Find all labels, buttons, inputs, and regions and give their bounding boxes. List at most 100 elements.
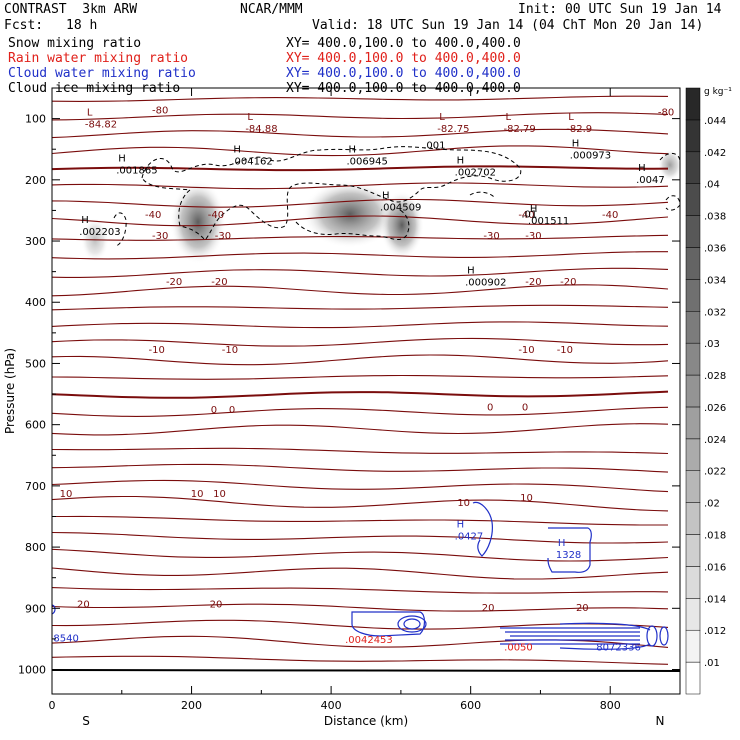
cloud-ice-outline-mid [469,191,496,199]
surface-extremum-label: 8540 [53,634,78,645]
isotherm-label: -80 [658,107,674,118]
colorbar-swatch [685,311,701,344]
extremum-marker: H [382,190,390,201]
isotherm-label: 20 [210,599,223,610]
extremum-marker: L [87,108,93,119]
colorbar-swatch [685,215,701,248]
extremum-marker: H [118,154,126,165]
isotherm-line [51,423,669,436]
colorbar-tick-label: .032 [704,307,726,318]
chart-title-center: NCAR/MMM [240,2,303,17]
y-tick-label: 700 [25,480,46,493]
colorbar-tick-label: .016 [704,562,726,573]
isotherm-line [51,374,669,380]
colorbar-swatch [685,247,701,280]
cloud-water-ring-3 [403,618,421,630]
y-tick-label: 900 [25,602,46,615]
isotherm-label: -20 [560,277,576,288]
isotherm-line [51,354,669,366]
colorbar-swatch [685,438,701,471]
y-tick-label: 100 [25,113,46,126]
isotherm-label: -40 [602,210,618,221]
isotherm-line [51,447,669,455]
temperature-contours [51,95,669,665]
isotherm-line [51,495,669,512]
colorbar-tick-label: .026 [704,403,726,414]
isotherm-label: 20 [482,603,495,614]
isotherm-label: -10 [518,345,534,356]
colorbar-tick-label: .044 [704,116,726,127]
isotherm-line [51,234,669,241]
extremum-marker: H [81,215,89,226]
y-tick-label: 1000 [18,664,46,677]
isotherm-label: -40 [145,210,161,221]
colorbar-tick-label: .012 [704,626,726,637]
colorbar-tick-label: .01 [704,658,720,669]
isotherm-line [52,515,668,526]
snow-blob-east [380,191,424,259]
extremum-value: .002203 [79,227,120,238]
colorbar-swatch [685,470,701,503]
extremum-marker: L [506,112,512,123]
colorbar-swatch [685,151,701,184]
isotherm-line [51,337,669,347]
isotherm-line [51,655,669,665]
field-name-rain: Rain water mixing ratio [8,51,189,66]
isotherm-label: -20 [525,277,541,288]
cloud-ice-outline-ne [665,195,681,211]
forecast-hours: 18 h [66,18,98,33]
colorbar-swatch [685,566,701,599]
colorbar-swatch [685,661,701,695]
cloud-ice-outline-main [141,146,522,241]
extremum-value: .000902 [465,278,506,289]
isotherm-line [51,95,669,102]
extremum-value: .000973 [570,150,611,161]
surface-extremum-label: .0050 [504,642,533,653]
colorbar-tick-label: .034 [704,275,726,286]
extremum-marker: L [247,112,253,123]
isotherm-line [51,406,669,417]
extremum-marker: L [439,112,445,123]
colorbar-swatch [685,534,701,567]
extremum-value: -84.88 [245,124,277,135]
isotherm-line [51,531,669,544]
extremum-marker: H [558,538,566,549]
extremum-value: .001865 [116,166,157,177]
isotherm-label: 10 [213,489,226,500]
isotherm-label: 10 [60,489,73,500]
colorbar-swatch [685,629,701,663]
isotherm-label: -20 [166,277,182,288]
extremum-value: -84.82 [85,120,117,131]
colorbar-unit: g kg⁻¹ [704,87,732,97]
isotherm-line [51,567,669,580]
extremum-marker: H [638,163,646,174]
isotherm-line [51,548,669,562]
isotherm-label: 0 [211,405,217,416]
isotherm-line [51,198,669,208]
field-xy-cloud-water: XY= 400.0,100.0 to 400.0,400.0 [286,66,521,81]
extremum-marker: H [233,144,241,155]
isotherm-line [51,463,669,473]
y-tick-label: 300 [25,235,46,248]
isotherm-line [51,145,669,157]
isotherm-label: -30 [483,231,499,242]
isotherm-line [51,304,669,311]
colorbar-tick-label: .04 [704,180,720,191]
colorbar-tick-label: .042 [704,148,726,159]
colorbar-tick-label: .014 [704,594,726,605]
colorbar-tick-label: .028 [704,371,726,382]
cloud-water-ring-1 [351,611,426,637]
extremum-marker: H [467,266,475,277]
cloud-water-contours [51,501,669,650]
extremum-value: .006945 [347,156,388,167]
colorbar-swatch [685,598,701,631]
isotherm-line [51,390,669,399]
colorbar-swatch [685,374,701,408]
isotherm-label: 0 [522,402,528,413]
y-tick-label: 200 [25,174,46,187]
x-tick-label: 400 [321,699,342,712]
y-tick-label: 500 [25,357,46,370]
extremum-value: .002702 [455,167,496,178]
isotherm-line [51,165,669,172]
